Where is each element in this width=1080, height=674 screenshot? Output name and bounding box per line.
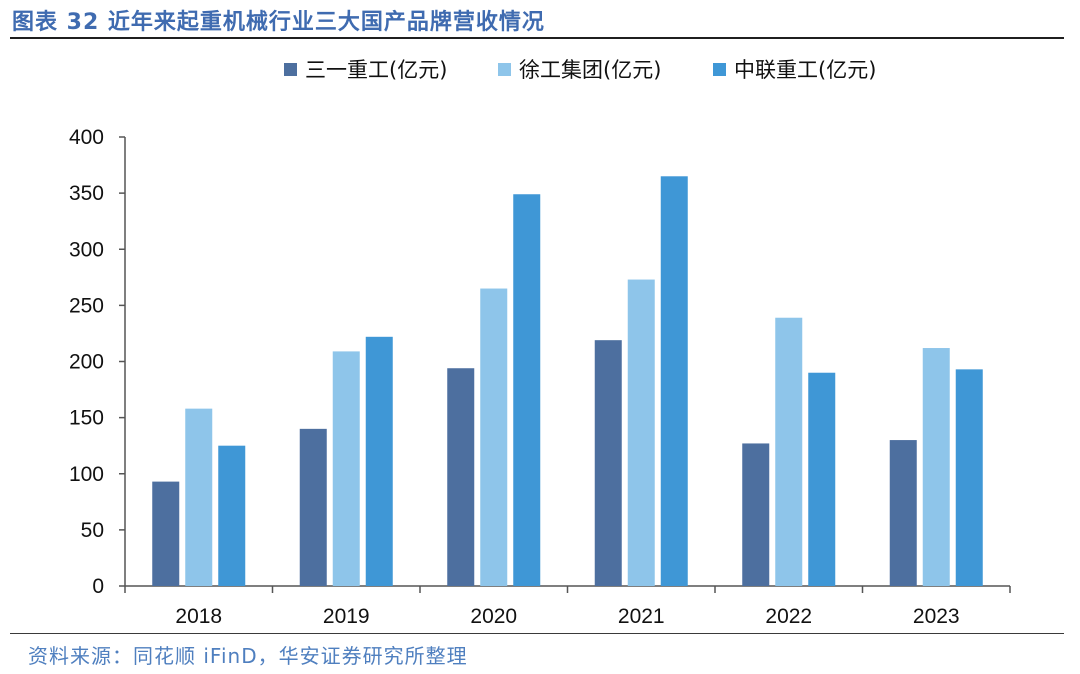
bar-2022-series-1 bbox=[742, 443, 770, 586]
bar-2018-series-3 bbox=[218, 445, 246, 586]
x-tick-label: 2022 bbox=[765, 605, 812, 628]
x-tick-label: 2020 bbox=[470, 605, 517, 628]
legend-label: 中联重工(亿元) bbox=[734, 58, 876, 82]
bar-2023-series-3 bbox=[955, 369, 983, 586]
x-tick-label: 2021 bbox=[618, 605, 665, 628]
y-axis: 0 50 100 150 200 250 300 350 400 bbox=[69, 126, 126, 598]
bar-2021-series-2 bbox=[627, 279, 655, 586]
bar-2022-series-3 bbox=[808, 372, 836, 586]
bar-2018-series-1 bbox=[152, 481, 180, 586]
bottom-rule bbox=[10, 633, 1064, 634]
legend-swatch bbox=[713, 63, 726, 76]
bar-2018-series-2 bbox=[185, 408, 213, 586]
bar-2019-series-2 bbox=[332, 351, 360, 586]
y-tick-label: 200 bbox=[69, 351, 104, 374]
legend-label: 徐工集团(亿元) bbox=[519, 58, 661, 82]
top-rule bbox=[10, 37, 1064, 39]
bar-2019-series-3 bbox=[365, 336, 393, 586]
x-axis: 2018 2019 2020 2021 2022 2023 bbox=[124, 585, 1011, 628]
y-tick-label: 150 bbox=[69, 407, 104, 430]
bar-2023-series-1 bbox=[889, 440, 917, 586]
figure-title: 图表 32 近年来起重机械行业三大国产品牌营收情况 bbox=[12, 10, 545, 35]
y-tick-label: 100 bbox=[69, 463, 104, 486]
x-tick-label: 2019 bbox=[323, 605, 370, 628]
bar-2023-series-2 bbox=[922, 348, 950, 586]
bars bbox=[152, 176, 983, 586]
bar-2021-series-1 bbox=[594, 340, 622, 586]
y-tick-label: 0 bbox=[92, 575, 104, 598]
bar-2019-series-1 bbox=[299, 428, 327, 586]
y-tick-label: 300 bbox=[69, 238, 104, 261]
source-note: 资料来源：同花顺 iFinD，华安证券研究所整理 bbox=[28, 644, 468, 668]
y-tick-label: 50 bbox=[81, 519, 104, 542]
y-tick-label: 250 bbox=[69, 294, 104, 317]
y-tick-label: 400 bbox=[69, 126, 104, 149]
x-tick-label: 2023 bbox=[913, 605, 960, 628]
bar-2021-series-3 bbox=[660, 176, 688, 586]
legend-label: 三一重工(亿元) bbox=[305, 58, 447, 82]
bar-2020-series-2 bbox=[480, 288, 508, 586]
legend: 三一重工(亿元) 徐工集团(亿元) 中联重工(亿元) bbox=[284, 58, 876, 82]
x-tick-label: 2018 bbox=[175, 605, 222, 628]
y-tick-label: 350 bbox=[69, 182, 104, 205]
bar-2022-series-2 bbox=[775, 317, 803, 586]
bar-2020-series-3 bbox=[513, 194, 541, 586]
bar-2020-series-1 bbox=[447, 368, 475, 586]
legend-swatch bbox=[498, 63, 511, 76]
legend-swatch bbox=[284, 63, 297, 76]
